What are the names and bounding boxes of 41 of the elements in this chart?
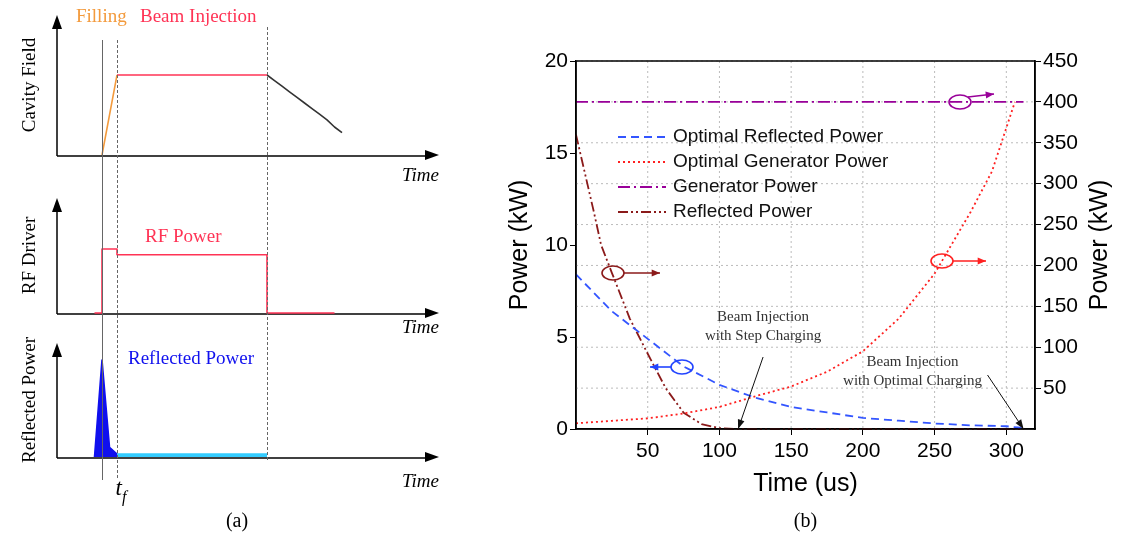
x-tick-label: 200 — [845, 438, 881, 462]
y2-tick-label: 250 — [1043, 211, 1079, 235]
x-axis-title: Time — [402, 316, 439, 337]
y-axis-title: Power (kW) — [503, 179, 532, 311]
y2-tick-label: 400 — [1043, 88, 1079, 112]
text: (a) — [225, 509, 249, 532]
series-label: RF Power — [145, 225, 223, 246]
x-axis-title: Time — [402, 164, 439, 185]
legend-label: Optimal Reflected Power — [673, 125, 884, 147]
y2-tick-label: 350 — [1043, 129, 1079, 153]
y2-axis-title: Power (kW) — [1083, 179, 1112, 311]
x-axis-title: Time (us) — [753, 468, 858, 496]
y-axis-title: Cavity Field — [17, 37, 39, 133]
y-axis-title: Reflected Power — [17, 336, 39, 464]
legend-label: Optimal Generator Power — [673, 150, 890, 172]
annotation: Beam Injection with Optimal Charging — [843, 353, 983, 388]
y2-tick-label: 200 — [1043, 252, 1079, 276]
x-tick-label: 300 — [988, 438, 1024, 462]
annotation: Beam Injection with Step Charging — [704, 308, 822, 343]
y2-tick-label: 50 — [1043, 374, 1067, 398]
x-tick-label: 150 — [773, 438, 809, 462]
y-tick-label: 5 — [556, 323, 568, 347]
text: (b) — [793, 509, 818, 532]
y2-tick-label: 150 — [1043, 293, 1079, 317]
x-tick-label: 250 — [917, 438, 953, 462]
y-axis-title: RF Driver — [17, 216, 39, 295]
x-tick-label: 50 — [636, 438, 660, 462]
series-label: Reflected Power — [128, 347, 255, 368]
legend-label: Generator Power — [673, 175, 819, 197]
y-tick-label: 0 — [556, 415, 568, 439]
y2-tick-label: 450 — [1043, 47, 1079, 71]
y2-tick-label: 100 — [1043, 334, 1079, 358]
x-tick-label: 100 — [701, 438, 737, 462]
legend-label: Reflected Power — [673, 200, 814, 222]
y-tick-label: 10 — [544, 231, 568, 255]
y-tick-label: 20 — [544, 47, 568, 71]
y-tick-label: 15 — [544, 139, 568, 163]
text: Beam Injection — [140, 5, 258, 26]
y2-tick-label: 300 — [1043, 170, 1079, 194]
x-axis-title: Time — [402, 470, 439, 491]
text: Filling — [76, 5, 128, 26]
